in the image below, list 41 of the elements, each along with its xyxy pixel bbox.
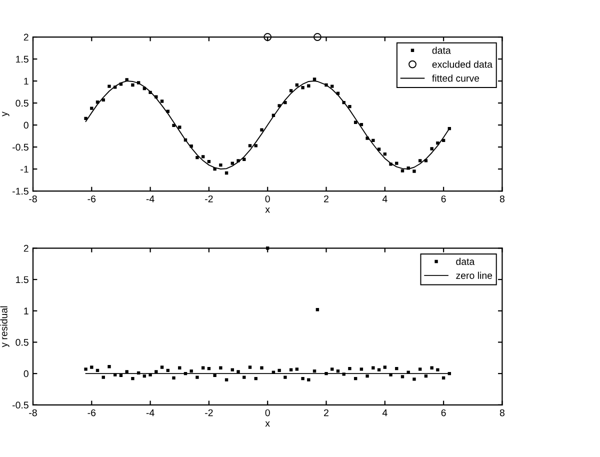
legend-label: data (456, 258, 475, 266)
legend-label: data (432, 46, 451, 54)
legend-label: excluded data (432, 60, 492, 68)
x-tick-label: 8 (500, 195, 504, 202)
x-tick-label: 4 (382, 409, 388, 416)
x-tick-label: -8 (29, 195, 37, 202)
y-tick-label: 0 (24, 370, 28, 378)
x-tick-label: 6 (441, 409, 446, 416)
y-tick-label: -1.5 (12, 188, 28, 195)
legend-label: fitted curve (432, 74, 480, 82)
x-tick-label: 0 (265, 195, 270, 202)
y-tick-label: 1.5 (16, 276, 28, 284)
y-tick-label: 2 (24, 34, 28, 41)
y-tick-label: 2 (24, 244, 28, 252)
y-axis-title: y residual (0, 306, 10, 348)
x-tick-label: 0 (265, 409, 270, 416)
x-tick-label: 6 (441, 195, 446, 202)
x-tick-label: -8 (29, 409, 37, 416)
legend-label: zero line (456, 272, 492, 279)
x-tick-label: 2 (324, 195, 328, 202)
y-tick-label: -0.5 (12, 144, 28, 151)
x-tick-label: -4 (146, 409, 154, 416)
x-tick-label: -2 (205, 409, 213, 416)
y-tick-label: 1 (24, 78, 28, 85)
y-tick-label: -1 (20, 166, 28, 173)
y-tick-label: -0.5 (12, 402, 28, 409)
x-axis-title: x (265, 421, 270, 427)
y-tick-label: 1 (24, 308, 28, 314)
x-tick-label: 2 (324, 409, 328, 416)
y-tick-label: 0.5 (16, 338, 28, 346)
x-tick-label: 8 (500, 409, 504, 416)
x-tick-label: -4 (146, 196, 154, 202)
x-axis-title: x (265, 208, 270, 213)
y-tick-label: 1.5 (16, 56, 28, 63)
y-tick-label: 0 (24, 122, 28, 129)
x-tick-label: -6 (88, 409, 96, 416)
y-axis-title: y (2, 112, 10, 116)
x-tick-label: -6 (88, 195, 96, 202)
x-tick-label: -2 (205, 195, 213, 202)
x-tick-label: 4 (382, 196, 388, 202)
y-tick-label: 0.5 (16, 100, 28, 107)
